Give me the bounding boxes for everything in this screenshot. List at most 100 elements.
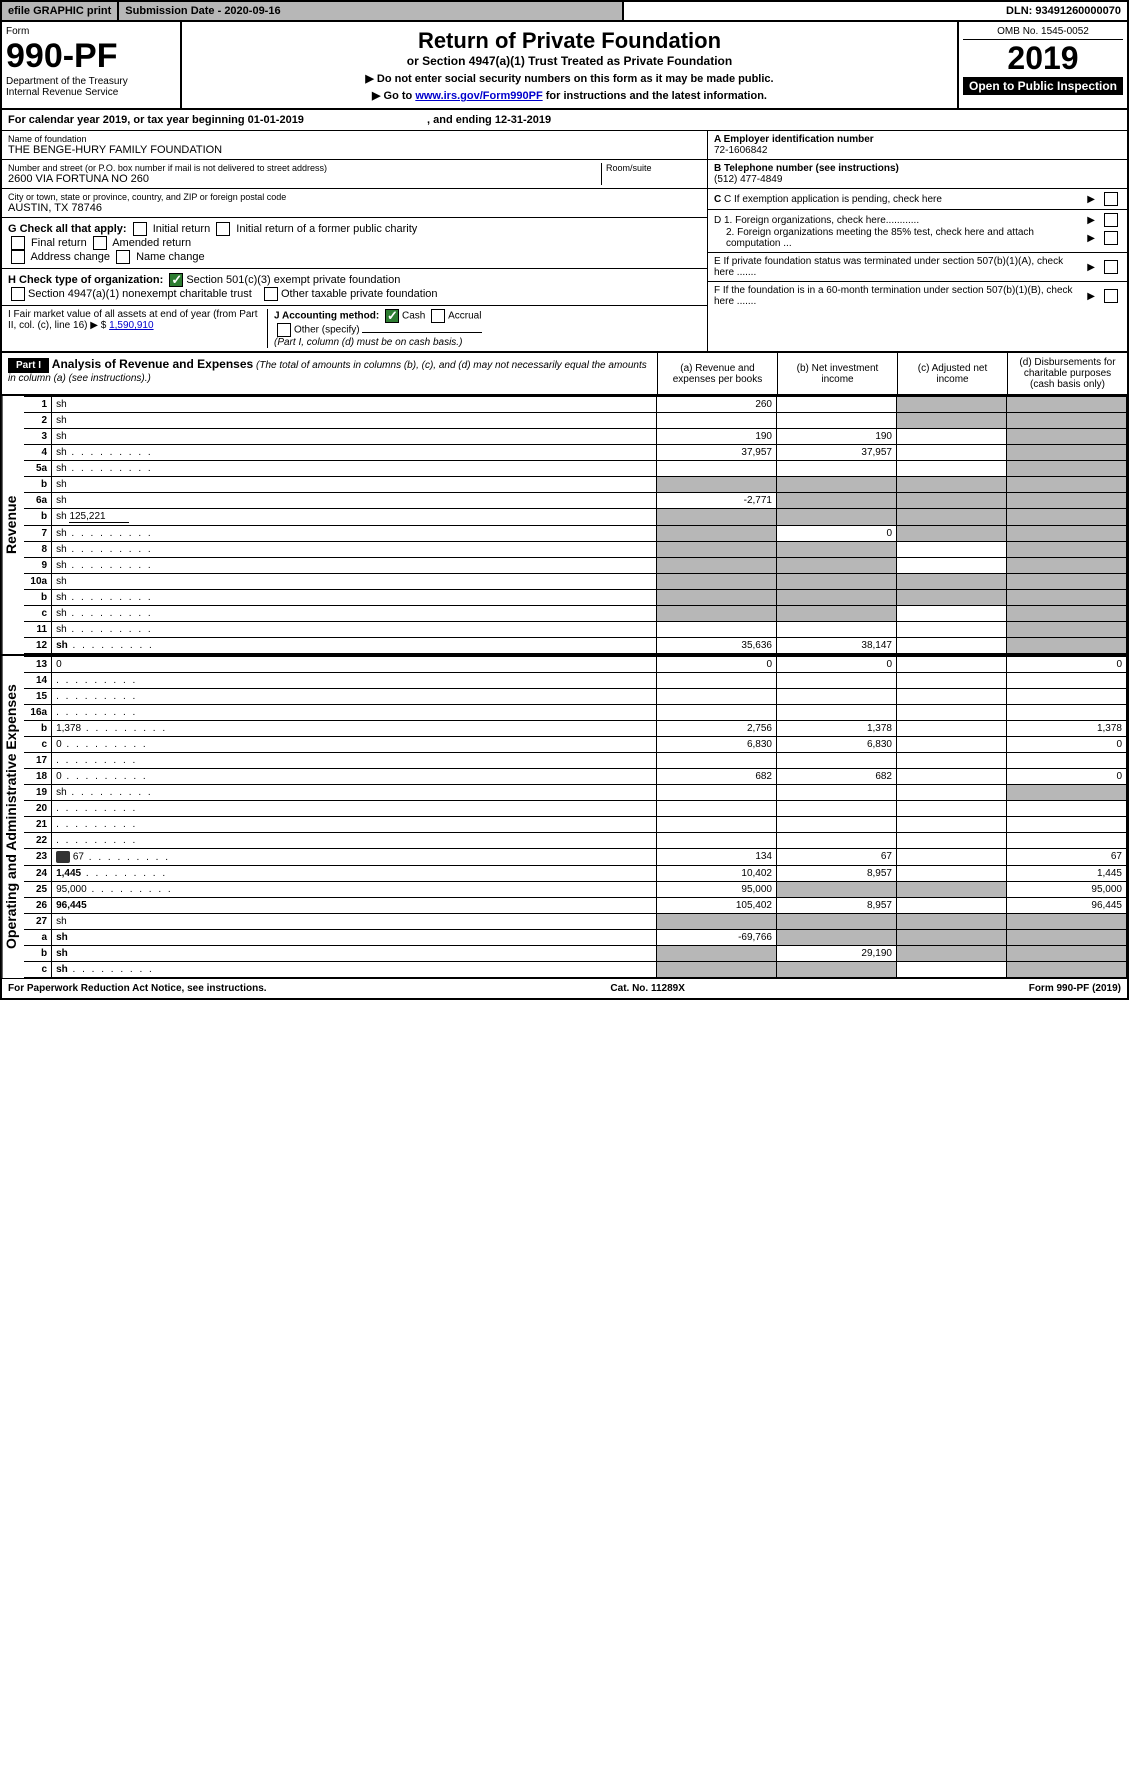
checkbox-f[interactable] [1104, 289, 1118, 303]
city-value: AUSTIN, TX 78746 [8, 202, 701, 214]
table-row: 3sh190190 [24, 429, 1127, 445]
checkbox-cash[interactable] [385, 309, 399, 323]
part1-title-cell: Part I Analysis of Revenue and Expenses … [2, 353, 657, 394]
year-block: OMB No. 1545-0052 2019 Open to Public In… [957, 22, 1127, 108]
revenue-tab: Revenue [2, 396, 24, 654]
section-e: E If private foundation status was termi… [708, 253, 1127, 282]
table-row: 16a [24, 705, 1127, 721]
section-g: G Check all that apply: Initial return I… [2, 218, 707, 269]
col-c-header: (c) Adjusted net income [897, 353, 1007, 394]
table-row: bsh [24, 477, 1127, 493]
tax-year: 2019 [963, 40, 1123, 77]
omb-label: OMB No. 1545-0052 [963, 26, 1123, 40]
table-row: 11sh [24, 622, 1127, 638]
checkbox-d2[interactable] [1104, 231, 1118, 245]
table-row: 241,44510,4028,9571,445 [24, 866, 1127, 882]
name-cell: Name of foundation THE BENGE-HURY FAMILY… [2, 131, 707, 160]
table-row: 17 [24, 753, 1127, 769]
col-a-header: (a) Revenue and expenses per books [657, 353, 777, 394]
checkbox-other-tax[interactable] [264, 287, 278, 301]
table-row: bsh 125,221 [24, 509, 1127, 526]
part1-header: Part I Analysis of Revenue and Expenses … [2, 353, 1127, 396]
table-row: 1806826820 [24, 769, 1127, 785]
table-row: 21 [24, 817, 1127, 833]
calendar-year-row: For calendar year 2019, or tax year begi… [2, 110, 1127, 131]
irs-link[interactable]: www.irs.gov/Form990PF [415, 90, 542, 102]
footer-left: For Paperwork Reduction Act Notice, see … [8, 983, 267, 994]
fmv-value[interactable]: 1,590,910 [109, 320, 154, 331]
footer-right: Form 990-PF (2019) [1029, 983, 1121, 994]
table-row: c06,8306,8300 [24, 737, 1127, 753]
form-number: 990-PF [6, 37, 176, 76]
ein-cell: A Employer identification number 72-1606… [708, 131, 1127, 160]
form-id-block: Form 990-PF Department of the Treasury I… [2, 22, 182, 108]
top-bar: efile GRAPHIC print Submission Date - 20… [2, 2, 1127, 22]
city-cell: City or town, state or province, country… [2, 189, 707, 218]
address-cell: Number and street (or P.O. box number if… [2, 160, 707, 189]
open-inspection: Open to Public Inspection [963, 77, 1123, 95]
table-row: 22 [24, 833, 1127, 849]
footer-mid: Cat. No. 11289X [610, 983, 684, 994]
submission-date: Submission Date - 2020-09-16 [119, 2, 624, 20]
checkbox-c[interactable] [1104, 192, 1118, 206]
table-row: 2696,445105,4028,95796,445 [24, 898, 1127, 914]
table-row: 1sh260 [24, 397, 1127, 413]
checkbox-accrual[interactable] [431, 309, 445, 323]
table-row: csh [24, 962, 1127, 978]
header-row: Form 990-PF Department of the Treasury I… [2, 22, 1127, 110]
col-d-header: (d) Disbursements for charitable purpose… [1007, 353, 1127, 394]
note-link: ▶ Go to www.irs.gov/Form990PF for instru… [188, 89, 951, 102]
table-row: 19sh [24, 785, 1127, 801]
checkbox-501c3[interactable] [169, 273, 183, 287]
table-row: 23 671346767 [24, 849, 1127, 866]
expenses-tab: Operating and Administrative Expenses [2, 656, 24, 978]
table-row: 2595,00095,00095,000 [24, 882, 1127, 898]
part1-badge: Part I [8, 358, 49, 373]
section-c: C C If exemption application is pending,… [708, 189, 1127, 210]
table-row: 10ash [24, 574, 1127, 590]
table-row: 5ash [24, 461, 1127, 477]
foundation-name: THE BENGE-HURY FAMILY FOUNDATION [8, 144, 701, 156]
form-title: Return of Private Foundation [188, 28, 951, 54]
table-row: 15 [24, 689, 1127, 705]
checkbox-e[interactable] [1104, 260, 1118, 274]
checkbox-g-2[interactable] [11, 236, 25, 250]
checkbox-4947[interactable] [11, 287, 25, 301]
dln-label: DLN: 93491260000070 [624, 2, 1127, 20]
room-label: Room/suite [606, 163, 701, 173]
checkbox-g-1[interactable] [216, 222, 230, 236]
efile-label[interactable]: efile GRAPHIC print [2, 2, 119, 20]
table-row: csh [24, 606, 1127, 622]
form-page: efile GRAPHIC print Submission Date - 20… [0, 0, 1129, 1000]
dept-label: Department of the Treasury [6, 76, 176, 87]
checkbox-g-4[interactable] [11, 250, 25, 264]
checkbox-other-method[interactable] [277, 323, 291, 337]
table-row: 4sh37,95737,957 [24, 445, 1127, 461]
checkbox-d1[interactable] [1104, 213, 1118, 227]
info-right: A Employer identification number 72-1606… [707, 131, 1127, 351]
checkbox-g-0[interactable] [133, 222, 147, 236]
expenses-table: 130000141516ab1,3782,7561,3781,378c06,83… [24, 656, 1127, 978]
form-label: Form [6, 26, 176, 37]
section-f: F If the foundation is in a 60-month ter… [708, 282, 1127, 310]
section-ij: I Fair market value of all assets at end… [2, 306, 707, 351]
table-row: 12sh35,63638,147 [24, 638, 1127, 654]
table-row: 2sh [24, 413, 1127, 429]
info-grid: Name of foundation THE BENGE-HURY FAMILY… [2, 131, 1127, 353]
table-row: 27sh [24, 914, 1127, 930]
checkbox-g-5[interactable] [116, 250, 130, 264]
table-row: ash-69,766 [24, 930, 1127, 946]
ein-value: 72-1606842 [714, 145, 767, 156]
table-row: 14 [24, 673, 1127, 689]
form-subtitle: or Section 4947(a)(1) Trust Treated as P… [188, 54, 951, 68]
info-left: Name of foundation THE BENGE-HURY FAMILY… [2, 131, 707, 351]
table-row: 7sh0 [24, 526, 1127, 542]
table-row: bsh29,190 [24, 946, 1127, 962]
checkbox-g-3[interactable] [93, 236, 107, 250]
table-row: b1,3782,7561,3781,378 [24, 721, 1127, 737]
table-row: 20 [24, 801, 1127, 817]
section-d: D 1. Foreign organizations, check here..… [708, 210, 1127, 253]
table-row: 8sh [24, 542, 1127, 558]
page-footer: For Paperwork Reduction Act Notice, see … [2, 978, 1127, 998]
note-ssn: ▶ Do not enter social security numbers o… [188, 72, 951, 85]
